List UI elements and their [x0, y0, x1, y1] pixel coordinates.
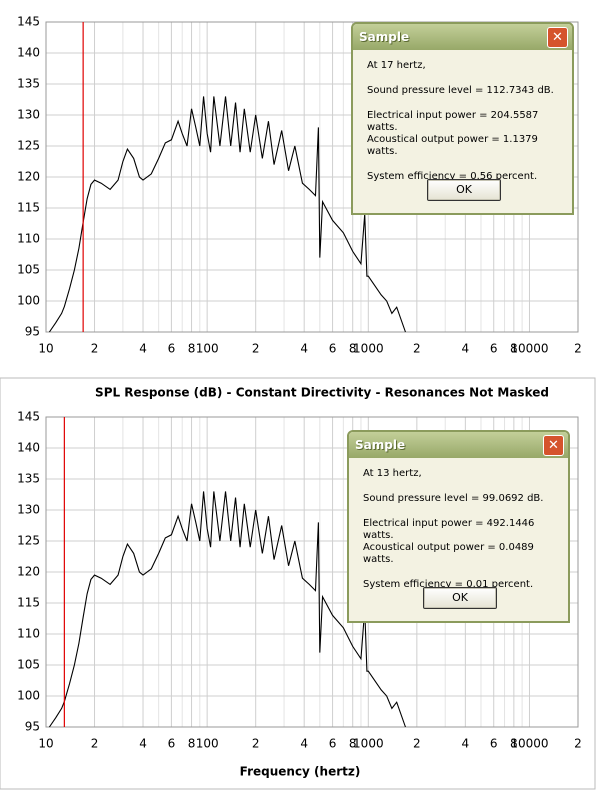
response-line: [48, 96, 406, 333]
x-tick-label: 8: [188, 737, 196, 751]
x-tick-label: 2: [413, 342, 421, 356]
y-tick-label: 100: [17, 294, 40, 308]
title-bar: Sample ✕: [353, 24, 572, 50]
message-paragraph: Electrical input power = 492.1446 watts.…: [363, 518, 554, 566]
x-tick-label: 4: [300, 737, 308, 751]
y-tick-label: 110: [17, 232, 40, 246]
message-line: At 13 hertz,: [363, 468, 422, 479]
y-tick-label: 140: [17, 441, 40, 455]
x-tick-label: 4: [462, 342, 470, 356]
message-paragraph: System efficiency = 0.01 percent.: [363, 579, 554, 591]
dialog-title: Sample: [359, 30, 410, 44]
y-tick-label: 110: [17, 627, 40, 641]
message-paragraph: Sound pressure level = 112.7343 dB.: [367, 85, 558, 97]
message-paragraph: Sound pressure level = 99.0692 dB.: [363, 493, 554, 505]
dialog-body: At 17 hertz, Sound pressure level = 112.7…: [353, 50, 572, 206]
x-tick-label: 6: [168, 342, 176, 356]
x-tick-label: 100: [196, 737, 219, 751]
x-tick-label: 8: [349, 737, 357, 751]
close-button[interactable]: ✕: [543, 435, 564, 456]
x-tick-label: 10: [38, 737, 53, 751]
x-tick-label: 6: [490, 737, 498, 751]
x-tick-label: 1000: [353, 342, 384, 356]
y-tick-label: 135: [17, 77, 40, 91]
x-tick-label: 10: [38, 342, 53, 356]
message-line: Acoustical output power = 1.1379 watts.: [367, 134, 538, 157]
x-tick-label: 1000: [353, 737, 384, 751]
message-paragraph: System efficiency = 0.56 percent.: [367, 171, 558, 183]
chart-title: SPL Response (dB) - Constant Directivity…: [95, 386, 549, 400]
message-line: Electrical input power = 492.1446 watts.: [363, 518, 535, 541]
y-tick-label: 125: [17, 139, 40, 153]
x-tick-label: 10000: [510, 342, 548, 356]
message-line: Sound pressure level = 99.0692 dB.: [363, 493, 544, 504]
x-tick-label: 6: [329, 342, 337, 356]
y-tick-label: 135: [17, 472, 40, 486]
plot-border: [45, 416, 579, 728]
message-paragraph: Electrical input power = 204.5587 watts.…: [367, 110, 558, 158]
x-tick-label: 4: [139, 342, 147, 356]
message-line: At 17 hertz,: [367, 60, 426, 71]
y-tick-label: 105: [17, 263, 40, 277]
message-line: System efficiency = 0.56 percent.: [367, 171, 538, 182]
dialog-body: At 13 hertz, Sound pressure level = 99.06…: [349, 458, 568, 614]
x-tick-label: 4: [139, 737, 147, 751]
x-axis-label: Frequency (hertz): [240, 765, 361, 779]
x-tick-label: 2: [252, 342, 260, 356]
x-tick-label: 4: [300, 342, 308, 356]
plot-border: [45, 21, 579, 333]
ok-button[interactable]: OK: [427, 179, 501, 201]
response-line: [48, 491, 406, 728]
y-tick-label: 100: [17, 689, 40, 703]
x-tick-label: 2: [91, 342, 99, 356]
y-tick-label: 105: [17, 658, 40, 672]
close-button[interactable]: ✕: [547, 27, 568, 48]
y-tick-label: 120: [17, 565, 40, 579]
title-bar: Sample ✕: [349, 432, 568, 458]
x-tick-label: 2: [574, 342, 582, 356]
x-tick-label: 2: [413, 737, 421, 751]
message-line: System efficiency = 0.01 percent.: [363, 579, 534, 590]
x-tick-label: 4: [462, 737, 470, 751]
dialog-title: Sample: [355, 438, 406, 452]
message-paragraph: At 13 hertz,: [363, 468, 554, 480]
x-tick-label: 8: [510, 342, 518, 356]
x-tick-label: 2: [252, 737, 260, 751]
dialog: Sample ✕ At 17 hertz, Sound pressure level …: [351, 22, 574, 215]
x-tick-label: 8: [349, 342, 357, 356]
message-line: Sound pressure level = 112.7343 dB.: [367, 85, 554, 96]
x-tick-label: 2: [574, 737, 582, 751]
y-tick-label: 140: [17, 46, 40, 60]
y-tick-label: 115: [17, 596, 40, 610]
x-tick-label: 6: [329, 737, 337, 751]
y-tick-label: 125: [17, 534, 40, 548]
x-tick-label: 8: [188, 342, 196, 356]
y-tick-label: 145: [17, 15, 40, 29]
x-tick-label: 8: [510, 737, 518, 751]
ok-button[interactable]: OK: [423, 587, 497, 609]
y-tick-label: 95: [25, 325, 40, 339]
message-paragraph: At 17 hertz,: [367, 60, 558, 72]
x-tick-label: 2: [91, 737, 99, 751]
dialog: Sample ✕ At 13 hertz, Sound pressure level …: [347, 430, 570, 623]
x-tick-label: 10000: [510, 737, 548, 751]
y-tick-label: 130: [17, 503, 40, 517]
y-tick-label: 95: [25, 720, 40, 734]
x-tick-label: 6: [168, 737, 176, 751]
x-tick-label: 100: [196, 342, 219, 356]
y-tick-label: 145: [17, 410, 40, 424]
y-tick-label: 115: [17, 201, 40, 215]
y-tick-label: 120: [17, 170, 40, 184]
y-tick-label: 130: [17, 108, 40, 122]
x-tick-label: 6: [490, 342, 498, 356]
message-line: Electrical input power = 204.5587 watts.: [367, 110, 539, 133]
message-line: Acoustical output power = 0.0489 watts.: [363, 542, 534, 565]
